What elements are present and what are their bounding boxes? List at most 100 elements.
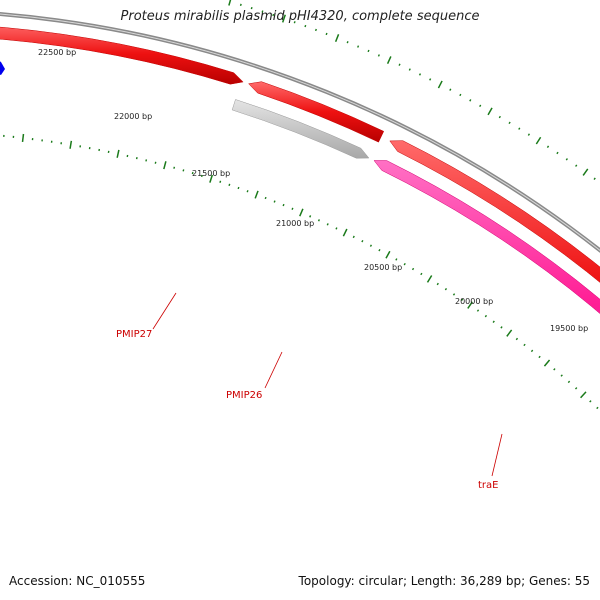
origin-marker — [0, 61, 5, 75]
minor-tick-mark — [335, 227, 338, 230]
minor-tick-mark — [367, 49, 370, 53]
major-tick-mark — [342, 228, 348, 237]
minor-tick-mark — [228, 183, 231, 187]
minor-tick-mark — [589, 400, 592, 403]
minor-tick-mark — [173, 166, 176, 169]
major-tick-mark — [228, 0, 232, 6]
minor-tick-mark — [182, 169, 185, 172]
minor-tick-mark — [309, 215, 312, 218]
ruler-label: 20000 bp — [455, 297, 493, 306]
minor-tick-mark — [476, 309, 480, 312]
minor-tick-mark — [479, 104, 482, 108]
gene-feature-arrow[interactable] — [248, 81, 385, 143]
ruler-label: 20500 bp — [364, 263, 402, 272]
gene-label-leader — [264, 351, 283, 389]
minor-tick-mark — [237, 186, 240, 190]
minor-tick-mark — [593, 177, 596, 180]
major-tick-mark — [254, 190, 259, 199]
sequence-backbone — [0, 12, 600, 253]
minor-tick-mark — [246, 190, 249, 193]
minor-tick-mark — [352, 235, 355, 239]
minor-tick-mark — [575, 164, 578, 167]
minor-tick-mark — [436, 282, 439, 286]
gene-label[interactable]: traE — [478, 480, 498, 491]
major-tick-mark — [299, 208, 304, 217]
minor-tick-mark — [250, 6, 253, 10]
minor-tick-mark — [346, 41, 349, 44]
major-tick-mark — [543, 359, 551, 367]
major-tick-mark — [582, 168, 589, 176]
minor-tick-mark — [574, 387, 578, 390]
minor-tick-mark — [326, 223, 329, 226]
gene-label[interactable]: PMIP26 — [226, 390, 262, 401]
outer-tick-marks — [228, 0, 596, 180]
minor-tick-mark — [452, 293, 456, 296]
minor-tick-mark — [560, 374, 563, 377]
gene-label[interactable]: PMIP27 — [116, 329, 152, 340]
gene-label-leader — [491, 433, 503, 477]
major-tick-mark — [334, 34, 340, 43]
minor-tick-mark — [317, 219, 321, 222]
minor-tick-mark — [291, 207, 294, 210]
gene-labels: PMIP27 PMIP26 traE — [116, 292, 503, 491]
minor-tick-mark — [515, 337, 519, 341]
major-tick-mark — [69, 140, 73, 149]
gene-feature-arrow[interactable] — [389, 140, 600, 428]
major-tick-mark — [467, 301, 473, 309]
minor-tick-mark — [219, 180, 222, 183]
minor-tick-mark — [411, 267, 415, 271]
minor-tick-mark — [325, 32, 328, 36]
major-tick-mark — [281, 14, 286, 23]
minor-tick-mark — [498, 115, 501, 119]
major-tick-mark — [437, 80, 443, 89]
minor-tick-mark — [553, 368, 556, 371]
minor-tick-mark — [500, 326, 503, 329]
minor-tick-mark — [449, 88, 452, 91]
ruler-label: 22000 bp — [114, 112, 152, 121]
major-tick-mark — [21, 133, 25, 143]
accession-text: Accession: NC_010555 — [9, 574, 146, 588]
ruler-label: 22500 bp — [38, 48, 76, 57]
minor-tick-mark — [314, 28, 317, 32]
minor-tick-mark — [361, 240, 364, 243]
gene-label-leader — [152, 292, 177, 330]
major-tick-mark — [535, 136, 542, 145]
major-tick-mark — [506, 329, 513, 337]
major-tick-mark — [385, 250, 391, 259]
minor-tick-mark — [239, 3, 242, 7]
minor-tick-mark — [200, 174, 203, 178]
minor-tick-mark — [492, 320, 495, 323]
ruler-label: 21000 bp — [276, 219, 314, 228]
minor-tick-mark — [377, 54, 380, 57]
minor-tick-mark — [282, 203, 285, 207]
minor-tick-mark — [546, 145, 550, 148]
minor-tick-mark — [596, 406, 599, 410]
minor-tick-mark — [556, 151, 559, 155]
minor-tick-mark — [567, 380, 571, 384]
minor-tick-mark — [398, 63, 401, 66]
minor-tick-mark — [518, 127, 521, 130]
gene-features — [0, 23, 600, 443]
major-tick-mark — [163, 161, 167, 170]
minor-tick-mark — [378, 248, 381, 252]
minor-tick-mark — [460, 298, 464, 301]
minor-tick-mark — [408, 68, 411, 71]
major-tick-mark — [386, 56, 392, 64]
gene-pmip27-arrow[interactable] — [0, 23, 244, 85]
minor-tick-mark — [527, 133, 531, 136]
major-tick-mark — [580, 391, 587, 399]
minor-tick-mark — [261, 10, 264, 13]
map-title: Proteus mirabilis plasmid pHI4320, compl… — [120, 9, 480, 24]
gene-trae-arrow[interactable] — [373, 160, 600, 443]
minor-tick-mark — [418, 73, 422, 76]
ruler-label: 19500 bp — [550, 324, 588, 333]
minor-tick-mark — [272, 13, 275, 17]
gene-pmip26-arrow[interactable] — [231, 99, 370, 159]
minor-tick-mark — [293, 21, 296, 24]
backbone-highlight — [0, 13, 600, 252]
ruler-label: 21500 bp — [192, 169, 230, 178]
minor-tick-mark — [357, 45, 360, 48]
inner-tick-marks — [3, 133, 599, 410]
minor-tick-mark — [523, 343, 526, 347]
